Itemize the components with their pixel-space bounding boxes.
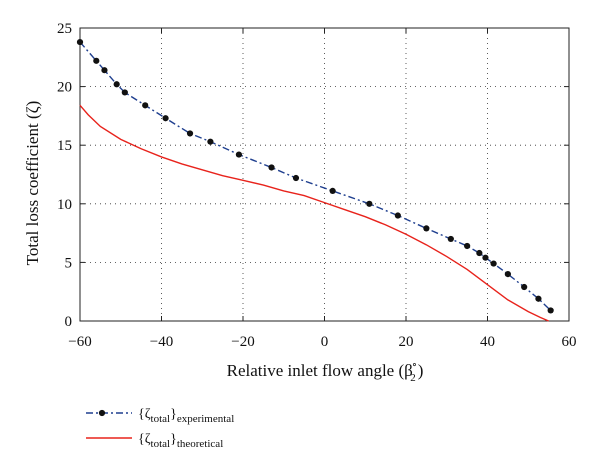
data-point-experimental <box>490 260 497 267</box>
data-point-experimental <box>268 164 275 171</box>
legend-marker-experimental <box>98 409 106 417</box>
legend-experimental-after: experimental <box>177 413 234 425</box>
y-tick-label: 10 <box>57 197 72 213</box>
legend-experimental-sub: total <box>151 413 171 425</box>
legend-label-experimental: {ζtotal}experimental <box>138 407 234 425</box>
data-point-experimental <box>235 151 243 158</box>
data-point-experimental <box>504 271 511 278</box>
data-point-experimental <box>121 89 128 96</box>
x-tick-label: −60 <box>68 334 91 350</box>
x-axis-label: Relative inlet flow angle (β∘ 2) <box>227 359 424 384</box>
series-layer <box>76 38 554 322</box>
data-point-experimental <box>113 81 120 88</box>
y-tick-label: 5 <box>65 255 73 271</box>
data-point-experimental <box>476 249 483 257</box>
x-tick-label: −20 <box>231 334 254 350</box>
x-tick-label: 40 <box>480 334 495 350</box>
x-axis-label-sub: 2 <box>410 372 416 384</box>
y-tick-label: 0 <box>65 314 73 330</box>
x-tick-label: 0 <box>321 334 329 350</box>
legend-theoretical-close: } <box>170 432 177 447</box>
data-point-experimental <box>162 115 169 122</box>
data-point-experimental <box>547 307 554 314</box>
legend-experimental-main: {ζ <box>138 407 151 422</box>
data-point-experimental <box>423 225 430 232</box>
data-point-experimental <box>394 212 401 219</box>
data-point-experimental <box>482 254 489 261</box>
series-line-theoretical <box>79 104 549 322</box>
data-point-experimental <box>292 174 300 182</box>
data-point-experimental <box>329 187 336 195</box>
x-axis-label-main: Relative inlet flow angle (β <box>227 361 413 380</box>
legend-item-experimental: {ζtotal}experimental <box>86 407 234 425</box>
data-point-experimental <box>464 242 471 250</box>
data-point-experimental <box>186 130 194 137</box>
y-tick-label: 25 <box>57 21 72 37</box>
data-point-experimental <box>76 38 84 46</box>
data-point-experimental <box>535 295 542 302</box>
data-point-experimental <box>142 102 149 109</box>
legend-theoretical-after: theoretical <box>177 438 223 450</box>
x-tick-label: 20 <box>399 334 414 350</box>
legend-item-theoretical: {ζtotal}theoretical <box>86 432 223 450</box>
x-axis-label-sup: ∘ <box>412 359 417 371</box>
y-axis-label: Total loss coefficient (ζ) <box>23 101 42 266</box>
legend-experimental-close: } <box>170 407 177 422</box>
data-point-experimental <box>101 67 108 74</box>
x-axis-label-close: ) <box>418 361 424 380</box>
x-tick-label: 60 <box>562 334 577 350</box>
data-point-experimental <box>93 57 100 64</box>
data-point-experimental <box>207 138 214 145</box>
data-point-experimental <box>447 235 454 243</box>
data-point-experimental <box>366 200 373 207</box>
legend-theoretical-main: {ζ <box>138 432 151 447</box>
x-tick-label: −40 <box>150 334 173 350</box>
legend-theoretical-sub: total <box>151 438 171 450</box>
y-tick-label: 15 <box>57 138 72 154</box>
legend-label-theoretical: {ζtotal}theoretical <box>138 432 223 450</box>
legend: {ζtotal}experimental {ζtotal}theoretical <box>86 407 234 450</box>
y-tick-label: 20 <box>57 80 72 96</box>
data-point-experimental <box>521 283 528 291</box>
axis-ticks: −60 −40 −20 0 20 40 60 0 5 10 15 20 25 <box>57 21 577 350</box>
